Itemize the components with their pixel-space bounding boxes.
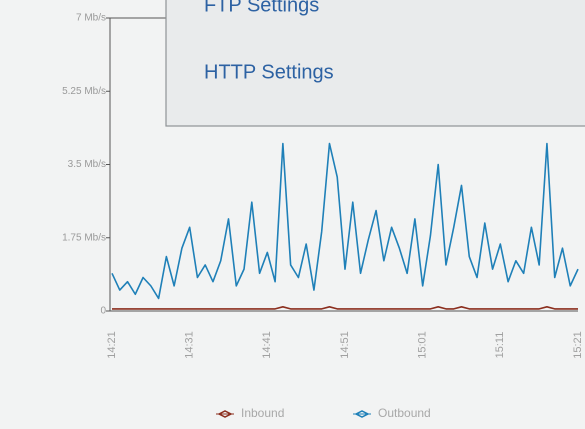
menu-panel <box>165 0 585 127</box>
legend-label: Outbound <box>378 406 431 420</box>
y-tick-label: 1.75 Mb/s <box>62 232 106 243</box>
y-tick-label: 0 <box>100 306 106 317</box>
menu-item[interactable]: HTTP Settings <box>204 61 334 83</box>
legend-label: Inbound <box>241 406 284 420</box>
y-tick-label: 5.25 Mb/s <box>62 86 106 97</box>
x-tick-label: 14:21 <box>106 331 118 359</box>
y-tick-label: 7 Mb/s <box>76 13 106 24</box>
series-line <box>111 142 579 300</box>
x-tick-label: 15:01 <box>417 331 429 359</box>
x-tick-label: 15:21 <box>572 331 584 359</box>
plot-area: 0 1.75 Mb/s 3.5 Mb/s 5.25 Mb/s 7 Mb/s 14:21 14… <box>62 13 584 421</box>
x-tick-label: 14:41 <box>261 331 273 359</box>
x-tick-label: 15:11 <box>494 332 506 359</box>
menu-item[interactable]: FTP Settings <box>204 0 319 16</box>
dropdown-menu: FTP Settings HTTP Settings <box>165 0 585 127</box>
y-tick-label: 3.5 Mb/s <box>68 159 106 170</box>
x-tick-label: 14:31 <box>184 331 196 359</box>
series-line <box>112 306 578 310</box>
x-tick-label: 14:51 <box>339 331 351 359</box>
